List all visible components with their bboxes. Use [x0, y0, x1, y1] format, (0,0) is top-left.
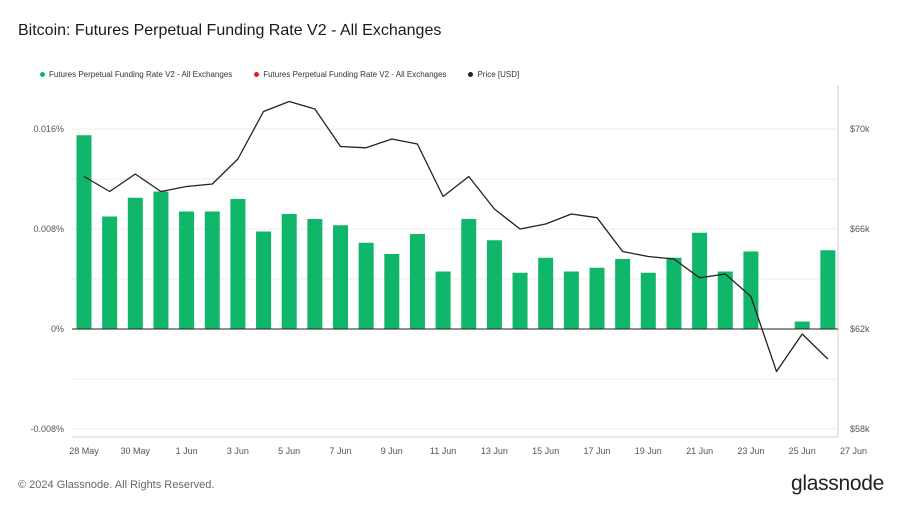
x-tick-label: 9 Jun [381, 446, 403, 456]
x-tick-label: 19 Jun [635, 446, 662, 456]
funding-rate-bar [666, 257, 682, 329]
funding-rate-bar [640, 272, 656, 329]
legend-item-funding-rate[interactable]: Futures Perpetual Funding Rate V2 - All … [40, 70, 232, 79]
funding-rate-bar [281, 214, 297, 329]
funding-rate-bar [589, 267, 605, 329]
y-left-tick-label: -0.008% [30, 424, 64, 434]
copyright-text: © 2024 Glassnode. All Rights Reserved. [18, 479, 215, 491]
funding-rate-bar [256, 231, 272, 329]
legend-label: Futures Perpetual Funding Rate V2 - All … [49, 70, 233, 79]
x-tick-label: 25 Jun [789, 446, 816, 456]
funding-rate-bar [409, 234, 425, 329]
funding-rate-bar [717, 271, 733, 329]
funding-rate-bar [204, 211, 220, 329]
funding-rate-bar [563, 271, 579, 329]
funding-rate-bar [794, 321, 810, 329]
x-tick-label: 15 Jun [532, 446, 559, 456]
funding-rate-bar [153, 191, 169, 329]
legend-label: Futures Perpetual Funding Rate V2 - All … [263, 70, 447, 79]
funding-rate-bar [820, 250, 836, 329]
legend-dot-icon [40, 72, 45, 77]
legend-label: Price [USD] [477, 70, 520, 79]
x-tick-label: 23 Jun [737, 446, 764, 456]
y-left-tick-label: 0% [51, 324, 64, 334]
y-right-tick-label: $70k [850, 124, 870, 134]
legend-dot-icon [254, 72, 260, 77]
funding-rate-bar [743, 251, 759, 329]
funding-rate-bar [538, 257, 554, 329]
x-tick-label: 28 May [69, 446, 99, 456]
x-tick-label: 1 Jun [176, 446, 198, 456]
x-tick-label: 5 Jun [278, 446, 300, 456]
funding-rate-bar [76, 135, 92, 329]
y-right-tick-label: $58k [850, 424, 870, 434]
x-tick-label: 13 Jun [481, 446, 508, 456]
funding-rate-bar [307, 219, 323, 329]
x-tick-label: 30 May [121, 446, 151, 456]
funding-rate-bar [461, 219, 477, 329]
x-tick-label: 27 Jun [840, 446, 867, 456]
x-tick-label: 11 Jun [430, 446, 456, 456]
price-line [83, 100, 829, 373]
funding-rate-bar [333, 225, 348, 329]
funding-rate-bar [358, 242, 374, 329]
chart-title: Bitcoin: Futures Perpetual Funding Rate … [18, 22, 442, 39]
x-tick-label: 7 Jun [329, 446, 351, 456]
funding-rate-bar [102, 216, 118, 329]
funding-rate-bar [512, 272, 528, 329]
funding-rate-bar [615, 259, 631, 329]
funding-rate-bar [692, 232, 708, 329]
chart-plot: 0.016% 0.008% 0% -0.008% $70k $66k $62k $58k 28 … [30, 85, 870, 456]
y-left-tick-label: 0.016% [33, 124, 64, 134]
x-tick-label: 21 Jun [686, 446, 713, 456]
funding-rate-bar [435, 271, 451, 329]
x-tick-label: 17 Jun [583, 446, 610, 456]
glassnode-logo: glassnode [790, 472, 884, 495]
funding-rate-bar [486, 240, 502, 329]
y-right-tick-label: $66k [850, 224, 870, 234]
legend-item-price[interactable]: Price [USD] [468, 70, 519, 79]
funding-rate-bar [127, 197, 143, 329]
legend-dot-icon [468, 72, 474, 77]
funding-rate-bar [384, 254, 400, 329]
y-left-tick-label: 0.008% [33, 224, 64, 234]
legend: Futures Perpetual Funding Rate V2 - All … [40, 70, 519, 79]
x-tick-label: 3 Jun [227, 446, 249, 456]
legend-item-funding-rate-negative[interactable]: Futures Perpetual Funding Rate V2 - All … [254, 70, 446, 79]
funding-rate-bar [179, 211, 195, 329]
y-right-tick-label: $62k [850, 324, 870, 334]
funding-rate-bar [230, 199, 246, 329]
